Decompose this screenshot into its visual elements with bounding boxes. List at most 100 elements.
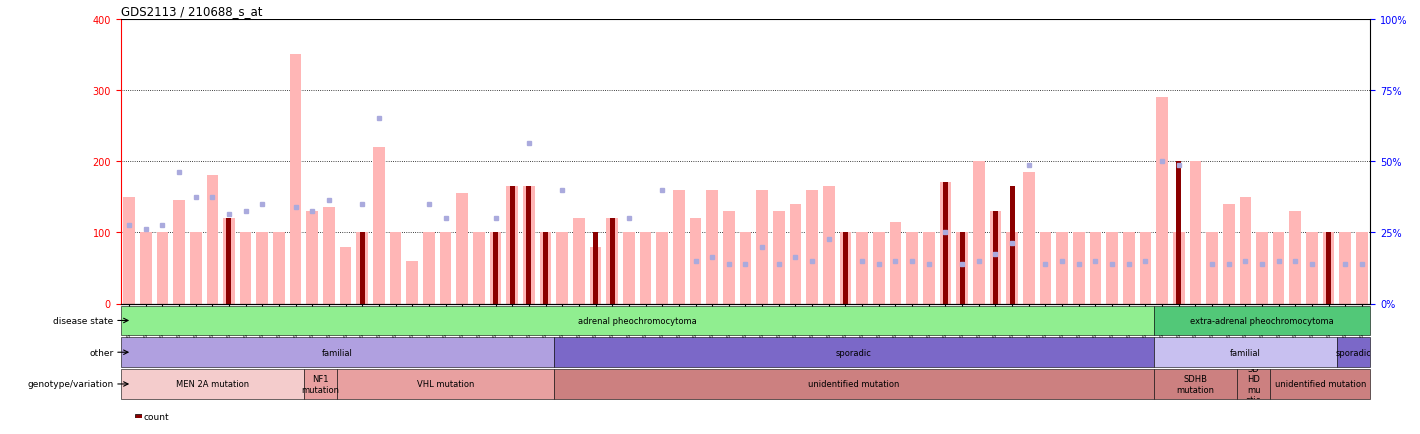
- Bar: [227, 219, 231, 304]
- Bar: [440, 233, 452, 304]
- Bar: [993, 211, 998, 304]
- Bar: [540, 233, 551, 304]
- Bar: [1338, 338, 1370, 367]
- Bar: [790, 204, 801, 304]
- Text: SDHB
mutation: SDHB mutation: [1176, 375, 1214, 394]
- Bar: [1153, 338, 1338, 367]
- Bar: [1206, 233, 1218, 304]
- Bar: [1257, 233, 1268, 304]
- Bar: [990, 211, 1001, 304]
- Bar: [1323, 233, 1335, 304]
- Bar: [956, 233, 968, 304]
- Text: NF1
mutation: NF1 mutation: [301, 375, 339, 394]
- Text: disease state: disease state: [54, 316, 114, 325]
- Bar: [1089, 233, 1102, 304]
- Bar: [943, 183, 949, 304]
- Bar: [338, 369, 554, 399]
- Bar: [406, 261, 417, 304]
- Text: genotype/variation: genotype/variation: [27, 380, 114, 388]
- Bar: [1074, 233, 1085, 304]
- Text: SD
HD
mu
atio: SD HD mu atio: [1245, 364, 1261, 404]
- Bar: [307, 211, 318, 304]
- Bar: [1190, 161, 1201, 304]
- Bar: [574, 219, 585, 304]
- Text: unidentified mutation: unidentified mutation: [1275, 380, 1366, 388]
- Bar: [389, 233, 402, 304]
- Bar: [1173, 233, 1184, 304]
- Bar: [873, 233, 885, 304]
- Text: familial: familial: [1230, 348, 1261, 357]
- Bar: [1153, 369, 1237, 399]
- Text: other: other: [89, 348, 114, 357]
- Bar: [1223, 204, 1234, 304]
- Bar: [824, 187, 835, 304]
- Bar: [856, 233, 868, 304]
- Bar: [473, 233, 484, 304]
- Bar: [1156, 98, 1167, 304]
- Bar: [554, 369, 1153, 399]
- Text: count: count: [143, 412, 169, 421]
- Bar: [807, 190, 818, 304]
- Bar: [673, 190, 684, 304]
- Bar: [373, 148, 385, 304]
- Bar: [706, 190, 719, 304]
- Bar: [757, 190, 768, 304]
- Bar: [839, 233, 852, 304]
- Bar: [740, 233, 751, 304]
- Bar: [1339, 233, 1352, 304]
- Bar: [1176, 161, 1181, 304]
- Bar: [656, 233, 667, 304]
- Bar: [1237, 369, 1271, 399]
- Bar: [690, 219, 701, 304]
- Text: unidentified mutation: unidentified mutation: [808, 380, 899, 388]
- Bar: [1326, 233, 1331, 304]
- Bar: [456, 194, 469, 304]
- Bar: [606, 219, 618, 304]
- Bar: [923, 233, 934, 304]
- Bar: [121, 369, 304, 399]
- Bar: [1139, 233, 1152, 304]
- Bar: [1123, 233, 1135, 304]
- Bar: [1289, 211, 1301, 304]
- Bar: [356, 233, 368, 304]
- Bar: [1306, 233, 1318, 304]
- Bar: [257, 233, 268, 304]
- Bar: [589, 247, 602, 304]
- Bar: [1022, 172, 1035, 304]
- Bar: [843, 233, 848, 304]
- Bar: [273, 233, 285, 304]
- Bar: [223, 219, 234, 304]
- Bar: [542, 233, 548, 304]
- Bar: [240, 233, 251, 304]
- Bar: [173, 201, 185, 304]
- Bar: [359, 233, 365, 304]
- Bar: [1056, 233, 1068, 304]
- Bar: [121, 306, 1153, 335]
- Text: extra-adrenal pheochromocytoma: extra-adrenal pheochromocytoma: [1190, 316, 1333, 325]
- Bar: [510, 187, 514, 304]
- Bar: [423, 233, 435, 304]
- Bar: [290, 55, 301, 304]
- Bar: [1240, 197, 1251, 304]
- Bar: [490, 233, 501, 304]
- Bar: [1010, 187, 1014, 304]
- Text: sporadic: sporadic: [1336, 348, 1372, 357]
- Text: VHL mutation: VHL mutation: [417, 380, 474, 388]
- Bar: [156, 233, 168, 304]
- Bar: [906, 233, 917, 304]
- Bar: [121, 338, 554, 367]
- Bar: [527, 187, 531, 304]
- Bar: [554, 338, 1153, 367]
- Bar: [339, 247, 352, 304]
- Bar: [523, 187, 535, 304]
- Bar: [1272, 233, 1285, 304]
- Bar: [493, 233, 498, 304]
- Bar: [772, 211, 785, 304]
- Bar: [1153, 306, 1370, 335]
- Bar: [1271, 369, 1370, 399]
- Bar: [190, 233, 202, 304]
- Bar: [973, 161, 984, 304]
- Bar: [889, 222, 902, 304]
- Bar: [124, 197, 135, 304]
- Bar: [940, 183, 951, 304]
